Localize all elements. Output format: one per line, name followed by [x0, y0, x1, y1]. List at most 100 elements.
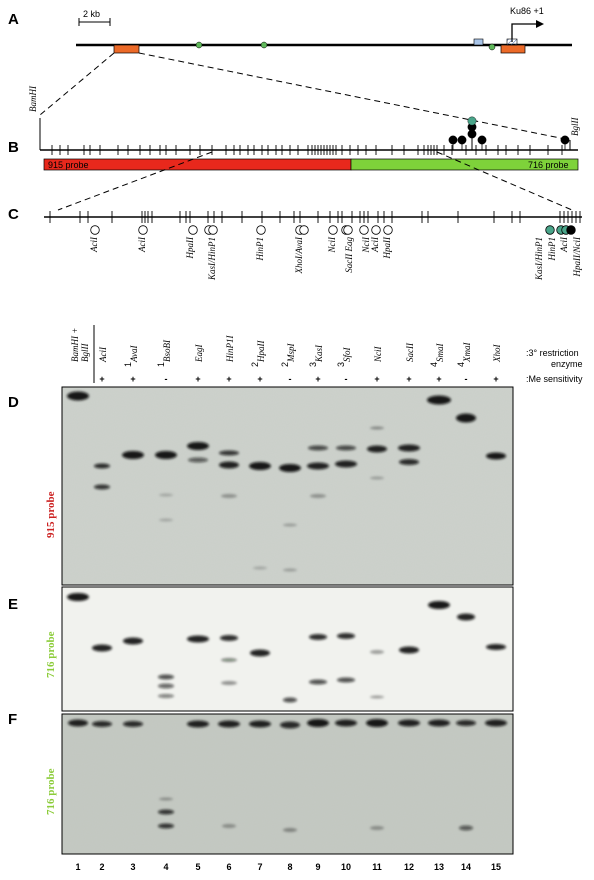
green-dot — [488, 43, 496, 51]
gel-band — [67, 391, 89, 401]
site-labels: AciI AciI HpaII KasI/HinP1 HinP1 XhoI/AvaI Nci… — [89, 236, 582, 281]
hatched-box-2 — [506, 38, 518, 46]
gel-band — [249, 462, 271, 470]
gel-band — [309, 679, 327, 685]
cpg-circle — [371, 225, 381, 235]
projection-line-right — [138, 52, 571, 141]
site-label: KasI/HinP1 — [207, 237, 217, 281]
lane-enzyme-label: HpaII — [256, 340, 266, 363]
site-label: NciI — [327, 236, 337, 253]
lane-enzyme-label: SfoI — [342, 346, 352, 362]
gel-band — [428, 601, 450, 609]
row1b-label: enzyme — [551, 359, 583, 369]
site-label: HinP1 — [547, 237, 557, 262]
gene-label: Ku86 +1 — [510, 6, 544, 16]
gel-f-border — [61, 713, 514, 855]
gel-panel-e: E 716 probe — [8, 586, 514, 712]
gel-band — [337, 677, 355, 683]
site-label: AciI — [89, 236, 99, 253]
gel-band — [486, 452, 506, 460]
scale-label: 2 kb — [83, 9, 100, 19]
sensitivity-mark: + — [257, 374, 262, 384]
lane-enzyme-label: MspI — [286, 343, 296, 363]
gel-band — [158, 809, 174, 815]
gel-band — [336, 445, 356, 451]
gel-band — [187, 442, 209, 450]
sensitivity-mark: + — [406, 374, 411, 384]
methylation-dot — [560, 135, 570, 145]
site-label: HpaII/NciI — [572, 236, 582, 277]
exon-box-right — [500, 44, 526, 54]
site-bamhi-label: BamHI — [28, 85, 38, 112]
lane-number: 14 — [461, 862, 471, 872]
gel-band — [427, 395, 451, 405]
gel-band — [253, 566, 267, 570]
gel-band — [335, 719, 357, 727]
cpg-circle — [566, 225, 576, 235]
gel-band — [398, 719, 420, 727]
lane-enzyme-label: SmaI — [435, 343, 445, 362]
lane-number: 13 — [434, 862, 444, 872]
lane-superscript: 1 — [156, 362, 166, 367]
gel-band — [370, 426, 384, 430]
site-label: SacII Eag — [344, 237, 354, 273]
hatched-box-1 — [473, 38, 484, 46]
sensitivity-mark: + — [493, 374, 498, 384]
probe-716-bar — [350, 158, 579, 171]
lane-number: 5 — [195, 862, 200, 872]
lane-number: 7 — [257, 862, 262, 872]
site-label: HinP1 — [255, 237, 265, 262]
cpg-circle — [383, 225, 393, 235]
site-label: HpaII — [382, 236, 392, 259]
gel-band — [283, 828, 297, 832]
gel-band — [370, 695, 384, 699]
gel-band — [123, 721, 143, 727]
gel-f-probe-label: 716 probe — [45, 768, 57, 815]
lane-number: 8 — [287, 862, 292, 872]
methylation-dot — [457, 135, 467, 145]
gel-band — [456, 413, 476, 423]
gel-band — [158, 694, 174, 698]
sensitivity-mark: + — [195, 374, 200, 384]
lane-number: 6 — [226, 862, 231, 872]
lane-superscript: 3 — [308, 362, 318, 367]
sensitivity-mark: - — [165, 374, 168, 384]
lane-number: 1 — [75, 862, 80, 872]
cpg-circle — [208, 225, 218, 235]
sensitivity-mark: - — [345, 374, 348, 384]
gel-band — [366, 719, 388, 727]
gel-band — [122, 451, 144, 459]
gel-band — [367, 445, 387, 453]
gel-band — [428, 719, 450, 727]
probe-716-label: 716 probe — [528, 160, 569, 170]
panel-b: B BamHI BglII 915 probe 716 probe — [8, 85, 580, 211]
site-label: HpaII — [185, 236, 195, 259]
site-label: KasI/HinP1 — [534, 237, 544, 281]
gel-band — [187, 635, 209, 643]
gel-band — [68, 719, 88, 727]
gel-band — [279, 464, 301, 472]
gel-band — [307, 719, 329, 727]
gel-d-probe-label: 915 probe — [45, 491, 57, 538]
site-label: AciI — [559, 236, 569, 253]
methylation-dot — [477, 135, 487, 145]
lane-enzyme-label: AciI — [98, 346, 108, 363]
sensitivity-mark: - — [289, 374, 292, 384]
cpg-circle — [188, 225, 198, 235]
gel-band — [398, 444, 420, 452]
lane-superscript: 2 — [250, 362, 260, 367]
exon-box-left — [113, 44, 140, 54]
gel-e-border — [61, 586, 514, 712]
restriction-site-ticks — [51, 145, 563, 155]
projection-line-c-right — [436, 151, 573, 211]
row2-label: :Me sensitivity — [526, 374, 583, 384]
gel-band — [187, 720, 209, 728]
lane-superscript: 4 — [456, 362, 466, 367]
lane-enzyme-label: HinP1I — [225, 335, 235, 363]
gel-band — [158, 674, 174, 680]
cpg-circle — [545, 225, 555, 235]
lane-number: 12 — [404, 862, 414, 872]
gel-band — [335, 460, 357, 468]
